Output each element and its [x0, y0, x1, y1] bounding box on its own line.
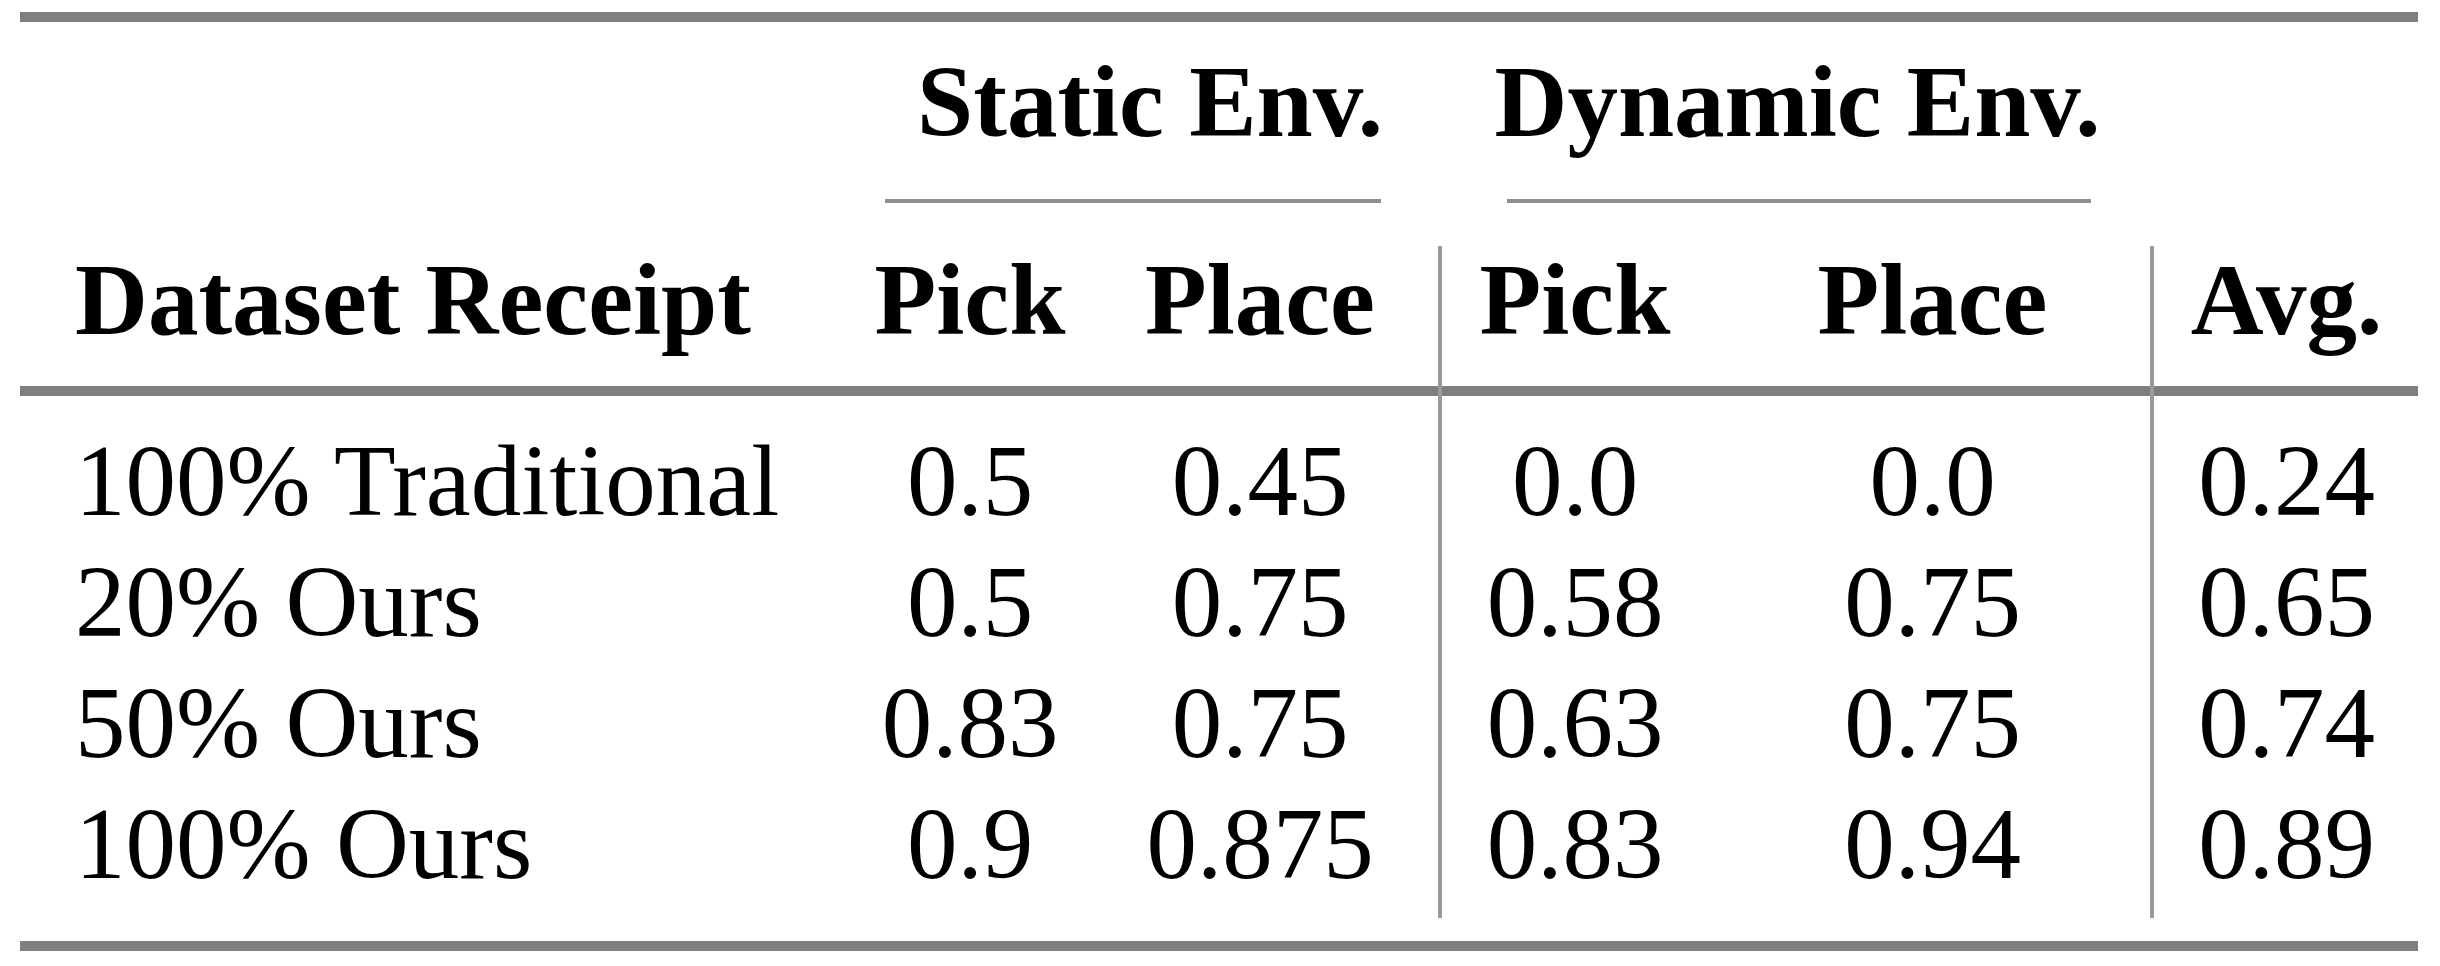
- col-header-dataset-receipt: Dataset Receipt: [20, 240, 860, 360]
- group-header-dynamic-env: Dynamic Env.: [1440, 38, 2155, 166]
- value-cell-avg: 0.74: [2155, 663, 2418, 784]
- col-header-static-place: Place: [1080, 240, 1440, 360]
- header-mid-rule: [20, 386, 2418, 396]
- dynamic-env-cmidrule: [1507, 199, 2091, 203]
- group-header-row: Static Env. Dynamic Env.: [20, 38, 2418, 166]
- col-header-static-pick: Pick: [860, 240, 1080, 360]
- value-cell-avg: 0.89: [2155, 784, 2418, 905]
- value-cell-dynamic-pick: 0.0: [1440, 421, 1710, 542]
- value-cell-static-place: 0.75: [1080, 542, 1440, 663]
- value-cell-static-place: 0.75: [1080, 663, 1440, 784]
- paper-table-page: { "page": { "background": "#ffffff", "te…: [0, 0, 2440, 966]
- value-cell-avg: 0.24: [2155, 421, 2418, 542]
- value-cell-dynamic-pick: 0.58: [1440, 542, 1710, 663]
- col-header-avg: Avg.: [2155, 240, 2418, 360]
- value-cell-dynamic-place: 0.75: [1710, 542, 2155, 663]
- value-cell-static-pick: 0.5: [860, 421, 1080, 542]
- value-cell-static-place: 0.45: [1080, 421, 1440, 542]
- value-cell-dynamic-place: 0.75: [1710, 663, 2155, 784]
- column-header-row: Dataset Receipt Pick Place Pick Place Av…: [20, 240, 2418, 360]
- row-label: 100% Ours: [20, 784, 860, 905]
- value-cell-avg: 0.65: [2155, 542, 2418, 663]
- bottom-rule: [20, 941, 2418, 951]
- row-label: 100% Traditional: [20, 421, 860, 542]
- table-body: 100% Traditional 0.5 0.45 0.0 0.0 0.24 2…: [20, 421, 2418, 905]
- value-cell-static-pick: 0.9: [860, 784, 1080, 905]
- row-label: 50% Ours: [20, 663, 860, 784]
- value-cell-dynamic-pick: 0.83: [1440, 784, 1710, 905]
- col-header-dynamic-place: Place: [1710, 240, 2155, 360]
- row-label: 20% Ours: [20, 542, 860, 663]
- col-header-dynamic-pick: Pick: [1440, 240, 1710, 360]
- value-cell-static-pick: 0.5: [860, 542, 1080, 663]
- value-cell-static-pick: 0.83: [860, 663, 1080, 784]
- value-cell-dynamic-place: 0.94: [1710, 784, 2155, 905]
- group-header-static-env: Static Env.: [860, 38, 1440, 166]
- value-cell-dynamic-place: 0.0: [1710, 421, 2155, 542]
- top-rule: [20, 12, 2418, 22]
- value-cell-static-place: 0.875: [1080, 784, 1440, 905]
- static-env-cmidrule: [885, 199, 1381, 203]
- value-cell-dynamic-pick: 0.63: [1440, 663, 1710, 784]
